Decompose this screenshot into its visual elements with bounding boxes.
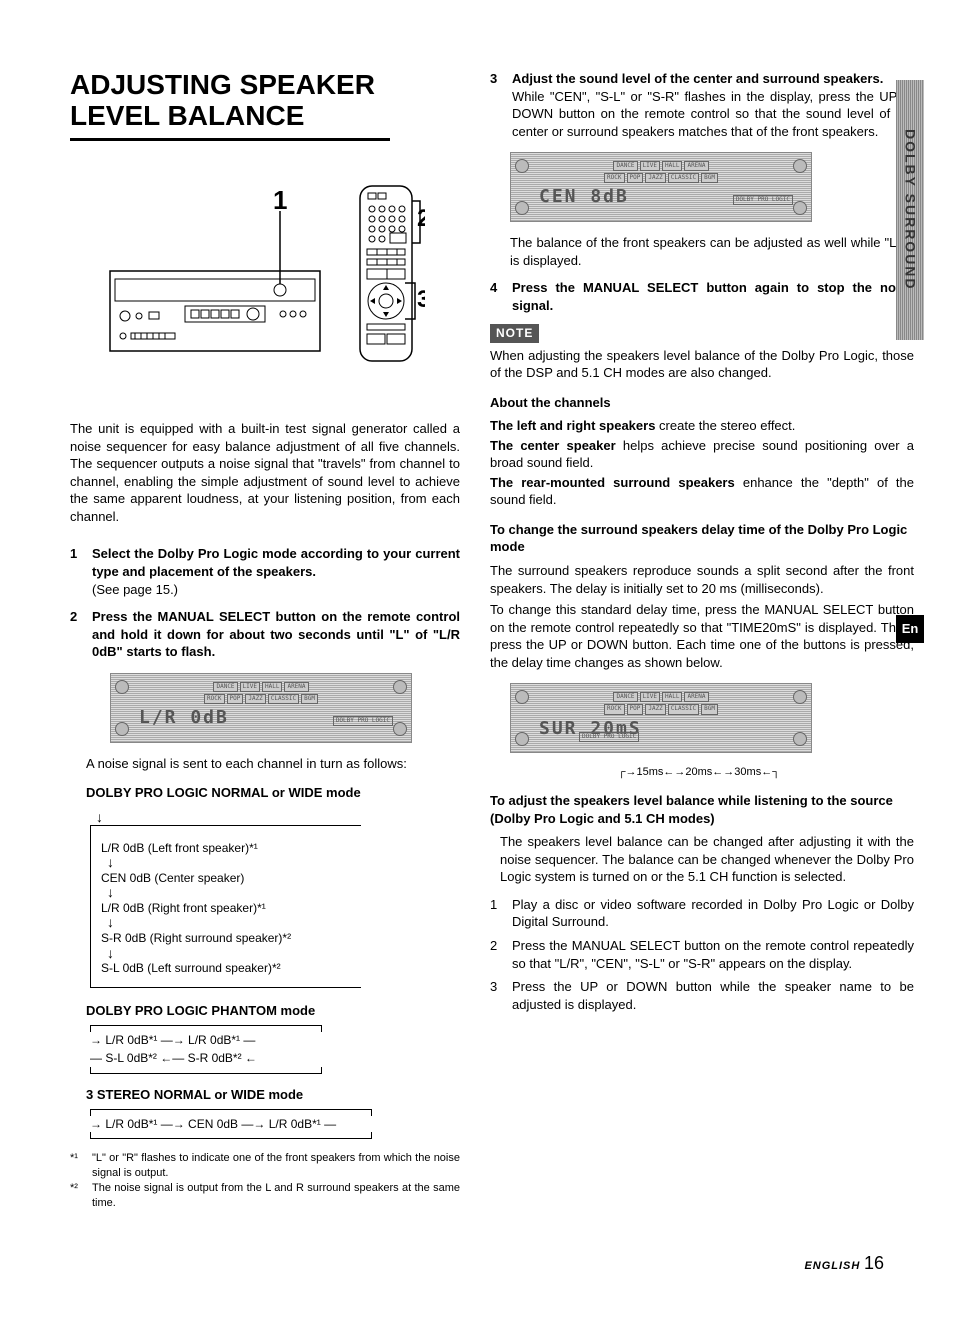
side-tab-dolby-surround: DOLBY SURROUND: [896, 80, 924, 340]
flow-diagram-3stereo: → L/R 0dB*¹ —→ CEN 0dB —→ L/R 0dB*¹ —: [90, 1109, 460, 1139]
step-1: 1 Select the Dolby Pro Logic mode accord…: [70, 545, 460, 598]
about-channels-heading: About the channels: [490, 394, 914, 412]
step-1-tail: (See page 15.): [92, 582, 178, 597]
page-title: ADJUSTING SPEAKER LEVEL BALANCE: [70, 70, 460, 132]
flow-heading-normal-wide: DOLBY PRO LOGIC NORMAL or WIDE mode: [86, 784, 460, 802]
page-footer: ENGLISH 16: [70, 1251, 884, 1275]
front-balance-note: The balance of the front speakers can be…: [510, 234, 914, 269]
step-1-heading: Select the Dolby Pro Logic mode accordin…: [92, 546, 460, 579]
adjust-while-listening-steps: 1Play a disc or video software recorded …: [490, 896, 914, 1013]
language-badge: En: [896, 615, 924, 643]
display-illustration-1: DANCE LIVE HALL ARENA ROCK POP JAZZ CLAS…: [110, 673, 412, 743]
step-4: 4 Press the MANUAL SELECT button again t…: [490, 279, 914, 314]
about-surround: The rear-mounted surround speakers enhan…: [490, 474, 914, 509]
flow-diagram-phantom: → L/R 0dB*¹ —→ L/R 0dB*¹ — — S-L 0dB*² ←…: [90, 1025, 460, 1073]
step-2-heading: Press the MANUAL SELECT button on the re…: [92, 609, 460, 659]
step-2: 2 Press the MANUAL SELECT button on the …: [70, 608, 460, 661]
delay-p2: To change this standard delay time, pres…: [490, 601, 914, 671]
display-illustration-2: DANCE LIVE HALL ARENA ROCK POP JAZZ CLAS…: [510, 152, 812, 222]
step-4-heading: Press the MANUAL SELECT button again to …: [512, 280, 914, 313]
delay-heading: To change the surround speakers delay ti…: [490, 521, 914, 556]
noise-signal-note: A noise signal is sent to each channel i…: [86, 755, 460, 773]
display-3-value: SUR 20mS: [519, 717, 803, 741]
manual-page: DOLBY SURROUND En ADJUSTING SPEAKER LEVE…: [0, 0, 954, 1315]
display-illustration-3: DANCE LIVE HALL ARENA ROCK POP JAZZ CLAS…: [510, 683, 812, 753]
adjust-while-listening-heading: To adjust the speakers level balance whi…: [490, 792, 914, 827]
callout-1: 1: [273, 185, 287, 215]
step-3-heading: Adjust the sound level of the center and…: [512, 71, 883, 86]
step-3-body: While "CEN", "S-L" or "S-R" flashes in t…: [512, 89, 914, 139]
delay-range: ┌→15ms←→20ms←→30ms←┐: [510, 765, 810, 780]
delay-p1: The surround speakers reproduce sounds a…: [490, 562, 914, 597]
title-underline: [70, 138, 390, 141]
intro-paragraph: The unit is equipped with a built-in tes…: [70, 420, 460, 525]
callout-2-4: 2,4: [417, 205, 425, 232]
flow-heading-3stereo: 3 STEREO NORMAL or WIDE mode: [86, 1086, 460, 1104]
about-center: The center speaker helps achieve precise…: [490, 437, 914, 472]
flow-diagram-vertical: L/R 0dB (Left front speaker)*¹↓ CEN 0dB …: [90, 825, 361, 988]
note-label: NOTE: [490, 324, 539, 342]
step-3: 3 Adjust the sound level of the center a…: [490, 70, 914, 140]
left-column: ADJUSTING SPEAKER LEVEL BALANCE: [70, 70, 460, 1211]
flow-heading-phantom: DOLBY PRO LOGIC PHANTOM mode: [86, 1002, 460, 1020]
footnotes: *¹"L" or "R" flashes to indicate one of …: [70, 1151, 460, 1210]
callout-3: 3: [417, 286, 425, 313]
equipment-illustration: 1: [105, 171, 425, 386]
note-body: When adjusting the speakers level balanc…: [490, 347, 914, 382]
right-column: 3 Adjust the sound level of the center a…: [490, 70, 914, 1211]
about-left-right: The left and right speakers create the s…: [490, 417, 914, 435]
adjust-while-listening-p: The speakers level balance can be change…: [500, 833, 914, 886]
